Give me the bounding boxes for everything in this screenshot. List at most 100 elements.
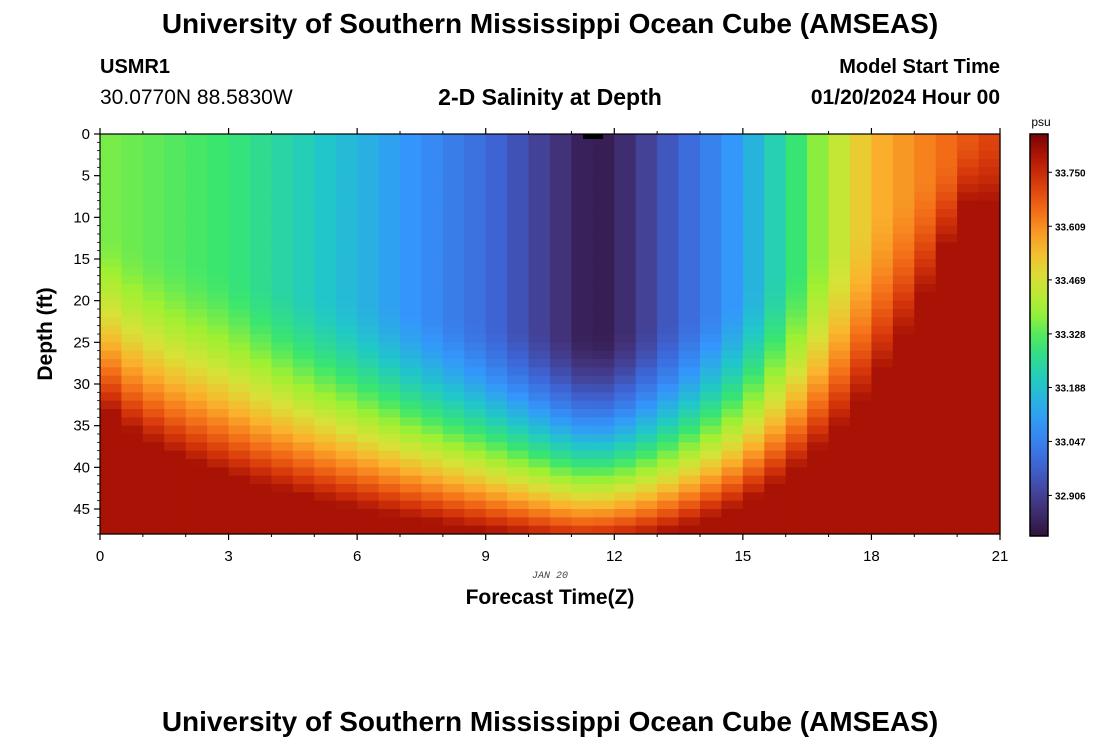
- heatmap-cell: [485, 175, 508, 185]
- heatmap-cell: [421, 359, 444, 368]
- heatmap-cell: [957, 409, 980, 418]
- heatmap-cell: [142, 200, 165, 210]
- x-tick-label: 18: [863, 548, 880, 565]
- heatmap-cell: [914, 284, 937, 293]
- heatmap-cell: [121, 342, 144, 352]
- heatmap-cell: [571, 334, 594, 343]
- heatmap-cell: [507, 492, 530, 502]
- heatmap-cell: [871, 434, 894, 443]
- heatmap-cell: [121, 259, 144, 268]
- heatmap-cell: [742, 175, 765, 185]
- heatmap-cell: [185, 184, 208, 193]
- heatmap-cell: [807, 134, 830, 143]
- heatmap-cell: [507, 159, 530, 168]
- heatmap-cell: [700, 500, 723, 510]
- heatmap-cell: [785, 275, 808, 285]
- heatmap-cell: [721, 367, 744, 377]
- heatmap-cell: [914, 425, 937, 435]
- heatmap-cell: [400, 225, 423, 235]
- heatmap-cell: [571, 467, 594, 477]
- heatmap-cell: [121, 184, 144, 193]
- heatmap-cell: [485, 450, 508, 460]
- heatmap-cell: [250, 500, 273, 510]
- heatmap-cell: [957, 492, 980, 502]
- heatmap-cell: [700, 475, 723, 485]
- heatmap-cell: [828, 409, 851, 418]
- heatmap-cell: [850, 275, 873, 285]
- heatmap-cell: [228, 275, 251, 285]
- heatmap-cell: [314, 334, 337, 343]
- heatmap-cell: [100, 509, 123, 518]
- heatmap-cell: [335, 259, 358, 268]
- heatmap-cell: [507, 134, 530, 143]
- heatmap-cell: [914, 492, 937, 502]
- heatmap-cell: [635, 350, 658, 360]
- heatmap-cell: [250, 259, 273, 268]
- heatmap-cell: [828, 367, 851, 377]
- heatmap-cell: [185, 509, 208, 518]
- heatmap-cell: [700, 417, 723, 427]
- heatmap-cell: [250, 400, 273, 410]
- heatmap-cell: [871, 450, 894, 460]
- heatmap-cell: [185, 142, 208, 152]
- heatmap-cell: [978, 400, 1001, 410]
- heatmap-cell: [528, 500, 551, 510]
- heatmap-cell: [721, 492, 744, 502]
- heatmap-cell: [164, 209, 187, 218]
- heatmap-cell: [592, 175, 615, 185]
- heatmap-cell: [378, 284, 401, 293]
- heatmap-cell: [250, 217, 273, 227]
- heatmap-cell: [207, 217, 230, 227]
- heatmap-cell: [742, 250, 765, 260]
- heatmap-cell: [892, 325, 915, 335]
- heatmap-cell: [485, 434, 508, 443]
- heatmap-cell: [228, 359, 251, 368]
- heatmap-cell: [678, 134, 701, 143]
- heatmap-cell: [700, 225, 723, 235]
- heatmap-cell: [742, 492, 765, 502]
- heatmap-cell: [164, 159, 187, 168]
- heatmap-cell: [164, 134, 187, 143]
- heatmap-cell: [421, 209, 444, 218]
- heatmap-cell: [550, 442, 573, 452]
- heatmap-cell: [635, 367, 658, 377]
- heatmap-cell: [721, 225, 744, 235]
- heatmap-cell: [871, 234, 894, 243]
- heatmap-cell: [100, 250, 123, 260]
- heatmap-cell: [657, 284, 680, 293]
- heatmap-cell: [914, 150, 937, 160]
- heatmap-cell: [871, 442, 894, 452]
- heatmap-cell: [935, 234, 958, 243]
- heatmap-cell: [314, 142, 337, 152]
- heatmap-cell: [314, 300, 337, 310]
- heatmap-cell: [935, 159, 958, 168]
- heatmap-cell: [850, 309, 873, 318]
- heatmap-cell: [657, 375, 680, 385]
- heatmap-cell: [957, 234, 980, 243]
- heatmap-cell: [314, 275, 337, 285]
- heatmap-cell: [592, 442, 615, 452]
- heatmap-cell: [164, 309, 187, 318]
- heatmap-cell: [314, 217, 337, 227]
- heatmap-cell: [871, 467, 894, 477]
- heatmap-cell: [635, 500, 658, 510]
- heatmap-cell: [400, 517, 423, 527]
- heatmap-cell: [550, 475, 573, 485]
- heatmap-cell: [614, 342, 637, 352]
- heatmap-cell: [485, 484, 508, 493]
- heatmap-cell: [207, 259, 230, 268]
- heatmap-cell: [914, 334, 937, 343]
- heatmap-cell: [357, 334, 380, 343]
- heatmap-cell: [914, 275, 937, 285]
- heatmap-cell: [442, 525, 465, 535]
- heatmap-cell: [657, 317, 680, 327]
- heatmap-cell: [507, 217, 530, 227]
- heatmap-cell: [378, 267, 401, 277]
- heatmap-cell: [635, 225, 658, 235]
- heatmap-cell: [935, 225, 958, 235]
- heatmap-cell: [378, 217, 401, 227]
- heatmap-cell: [464, 134, 487, 143]
- heatmap-cell: [871, 284, 894, 293]
- heatmap-cell: [614, 459, 637, 468]
- heatmap-cell: [507, 284, 530, 293]
